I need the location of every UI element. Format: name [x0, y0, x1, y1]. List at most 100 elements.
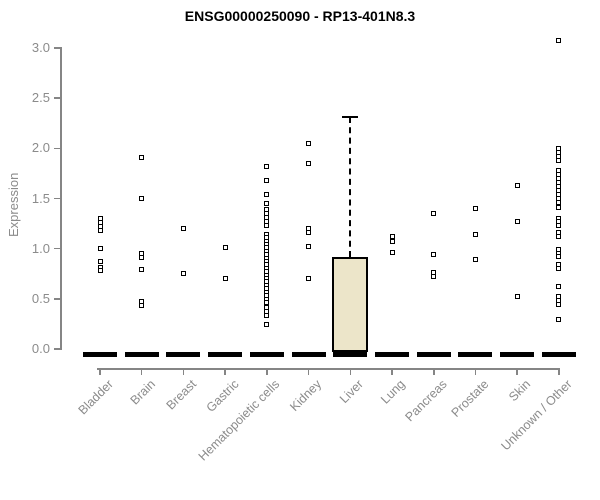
data-point — [472, 232, 478, 238]
x-category-label-text: Breast — [163, 377, 200, 413]
y-tick-label: 0.0 — [31, 341, 50, 356]
y-tick-label: 3.0 — [31, 40, 50, 55]
x-tick — [516, 368, 518, 375]
y-tick-label: 2.0 — [31, 140, 50, 156]
data-point — [556, 254, 562, 260]
y-tick-label: 1.5 — [31, 190, 50, 206]
data-point — [514, 219, 520, 225]
y-tick — [54, 47, 61, 49]
data-point — [389, 234, 395, 240]
data-point — [472, 206, 478, 212]
x-tick — [307, 368, 310, 375]
data-point — [180, 226, 186, 232]
data-point — [556, 38, 562, 44]
data-point — [556, 266, 562, 272]
data-point — [389, 239, 395, 245]
data-point — [97, 259, 103, 265]
y-tick — [54, 247, 61, 250]
x-tick — [391, 368, 393, 375]
data-point — [556, 317, 562, 323]
data-point — [264, 163, 270, 169]
x-tick — [474, 368, 477, 375]
zero-expression-dash — [124, 352, 159, 357]
zero-expression-dash — [83, 352, 117, 357]
x-category-label-text: Liver — [337, 377, 367, 407]
data-point — [264, 191, 270, 197]
box-rect — [332, 256, 369, 352]
data-point — [139, 255, 145, 261]
data-point — [306, 160, 312, 166]
x-category-label-text: Pancreas — [402, 377, 450, 425]
data-point — [306, 244, 312, 250]
data-point — [556, 205, 562, 211]
data-point — [556, 284, 562, 290]
data-point — [139, 303, 145, 309]
y-tick — [54, 298, 61, 300]
data-point — [514, 182, 520, 188]
data-point — [556, 157, 562, 163]
data-point — [431, 211, 437, 217]
data-point — [264, 322, 270, 328]
data-point — [264, 300, 270, 306]
x-category-label-text: Brain — [127, 377, 158, 408]
x-tick — [182, 368, 185, 375]
zero-expression-dash — [541, 352, 576, 357]
data-point — [222, 245, 228, 251]
x-tick — [266, 368, 268, 375]
zero-expression-dash — [291, 352, 326, 357]
y-tick-label: 0.5 — [31, 290, 50, 306]
data-point — [556, 200, 562, 206]
zero-expression-dash — [208, 352, 243, 357]
data-point — [431, 274, 437, 280]
x-category-label-text: Lung — [378, 377, 408, 407]
zero-expression-dash — [458, 352, 493, 357]
data-point — [180, 271, 186, 277]
data-point — [264, 177, 270, 183]
data-point — [264, 223, 270, 229]
data-point — [472, 257, 478, 263]
data-point — [264, 201, 270, 207]
box-whisker-cap — [342, 116, 359, 119]
box-whisker — [349, 117, 352, 257]
x-tick — [224, 368, 226, 375]
y-tick — [54, 97, 61, 99]
data-point — [431, 252, 437, 258]
x-category-label-text: Hematopoietic cells — [196, 377, 283, 464]
data-point — [97, 268, 103, 274]
x-tick — [99, 368, 101, 375]
data-point — [139, 267, 145, 273]
y-tick — [54, 147, 61, 150]
data-point — [306, 276, 312, 282]
zero-expression-dash — [249, 352, 284, 357]
data-point — [514, 294, 520, 300]
data-point — [97, 246, 103, 252]
zero-expression-dash — [375, 352, 410, 357]
y-tick-label: 1.0 — [31, 240, 50, 256]
data-point — [139, 196, 145, 201]
y-tick — [54, 197, 61, 200]
data-point — [306, 230, 312, 236]
x-category-label-text: Gastric — [203, 377, 242, 415]
data-point — [222, 276, 228, 282]
data-point — [264, 313, 270, 319]
zero-expression-dash — [166, 352, 201, 357]
data-point — [556, 234, 562, 240]
y-tick-label: 2.5 — [31, 90, 50, 106]
y-tick — [54, 348, 61, 350]
zero-expression-dash — [333, 352, 368, 357]
data-point — [556, 302, 562, 308]
data-point — [389, 250, 395, 256]
x-category-label-text: Prostate — [448, 377, 492, 420]
x-tick — [433, 368, 435, 375]
data-point — [97, 228, 103, 234]
x-category-label-text: Bladder — [75, 377, 116, 418]
x-tick — [349, 368, 352, 375]
x-category-label-text: Skin — [505, 377, 534, 405]
x-tick — [140, 368, 143, 375]
zero-expression-dash — [500, 352, 535, 357]
data-point — [306, 140, 312, 146]
data-point — [139, 154, 145, 160]
x-tick — [558, 368, 560, 375]
